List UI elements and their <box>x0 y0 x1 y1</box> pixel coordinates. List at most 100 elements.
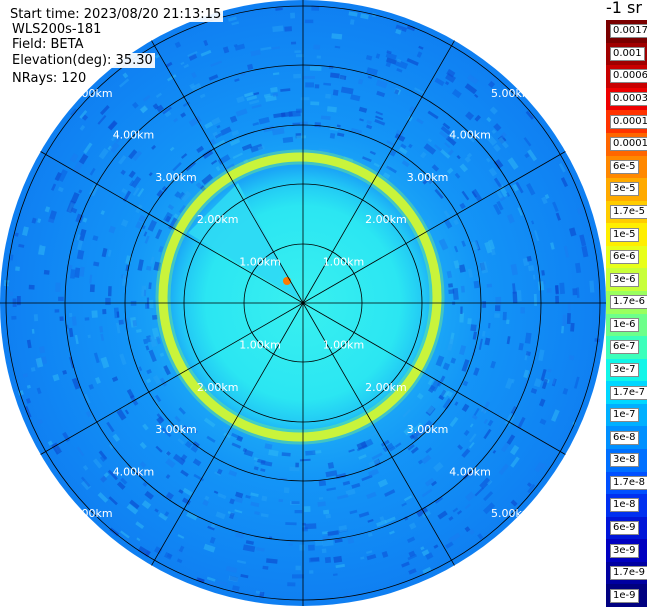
speckle-cell <box>563 245 570 258</box>
speckle-cell <box>281 452 291 457</box>
speckle-cell <box>439 375 446 383</box>
speckle-cell <box>581 245 589 258</box>
speckle-cell <box>282 136 294 144</box>
speckle-cell <box>444 81 450 86</box>
speckle-cell <box>165 458 176 469</box>
speckle-cell <box>270 86 278 93</box>
speckle-cell <box>188 53 198 61</box>
speckle-cell <box>510 263 518 276</box>
colorbar-label: 3e-8 <box>610 453 639 468</box>
speckle-cell <box>527 265 535 272</box>
speckle-cell <box>15 266 20 271</box>
speckle-cell <box>366 553 377 561</box>
speckle-cell <box>470 324 477 332</box>
speckle-cell <box>25 398 31 404</box>
speckle-cell <box>87 334 91 339</box>
speckle-cell <box>448 134 454 139</box>
speckle-cell <box>59 316 64 321</box>
speckle-cell <box>336 132 345 137</box>
speckle-cell <box>433 461 444 473</box>
speckle-cell <box>106 421 115 433</box>
speckle-cell <box>250 492 259 497</box>
speckle-cell <box>36 387 42 395</box>
speckle-cell <box>368 458 380 467</box>
speckle-cell <box>498 136 509 149</box>
speckle-cell <box>68 264 73 270</box>
speckle-cell <box>488 80 496 89</box>
speckle-cell <box>126 503 139 515</box>
speckle-cell <box>464 83 478 95</box>
speckle-cell <box>579 234 587 247</box>
speckle-cell <box>344 593 351 599</box>
speckle-cell <box>141 500 152 510</box>
speckle-cell <box>518 342 524 351</box>
speckle-cell <box>100 333 105 341</box>
speckle-cell <box>62 431 71 442</box>
speckle-cell <box>271 127 285 136</box>
speckle-cell <box>213 139 226 149</box>
speckle-cell <box>525 351 531 357</box>
speckle-cell <box>206 576 216 582</box>
speckle-cell <box>163 552 173 560</box>
speckle-cell <box>70 207 78 214</box>
speckle-cell <box>386 57 397 65</box>
speckle-cell <box>526 183 536 196</box>
speckle-cell <box>178 489 184 494</box>
speckle-cell <box>108 443 115 450</box>
speckle-cell <box>272 72 280 76</box>
speckle-cell <box>567 302 571 313</box>
speckle-cell <box>177 191 186 200</box>
speckle-cell <box>295 462 299 468</box>
speckle-cell <box>322 531 329 535</box>
colorbar: 0.0017 0.001 0.0006 0.0003 0.00017 0.0001 6e-5… <box>606 20 647 607</box>
colorbar-label: 0.0003 <box>610 92 647 106</box>
colorbar-label: 6e-6 <box>610 250 639 265</box>
speckle-cell <box>78 189 83 194</box>
speckle-cell <box>243 158 249 164</box>
speckle-cell <box>318 497 324 500</box>
speckle-cell <box>358 454 367 460</box>
colorbar-label: 0.0001 <box>610 137 647 152</box>
speckle-cell <box>394 442 402 448</box>
speckle-cell <box>576 207 583 215</box>
speckle-cell <box>148 299 154 309</box>
speckle-cell <box>92 458 103 469</box>
speckle-cell <box>434 77 445 87</box>
speckle-cell <box>389 149 397 157</box>
speckle-cell <box>484 241 493 254</box>
speckle-cell <box>295 54 304 58</box>
speckle-cell <box>271 46 281 50</box>
speckle-cell <box>490 247 496 256</box>
speckle-cell <box>152 374 161 385</box>
speckle-cell <box>333 555 343 563</box>
speckle-cell <box>487 419 494 427</box>
speckle-cell <box>264 443 273 450</box>
speckle-cell <box>107 145 113 151</box>
speckle-cell <box>314 122 321 128</box>
speckle-cell <box>493 123 502 132</box>
speckle-cell <box>498 184 509 198</box>
speckle-cell <box>137 259 144 271</box>
speckle-cell <box>367 519 374 523</box>
speckle-cell <box>384 516 396 524</box>
speckle-cell <box>263 125 275 133</box>
range-label: 5.00km <box>71 87 113 100</box>
speckle-cell <box>327 462 335 469</box>
speckle-cell <box>39 346 46 354</box>
speckle-cell <box>425 552 434 560</box>
speckle-cell <box>501 442 510 453</box>
speckle-cell <box>321 548 327 554</box>
speckle-cell <box>420 151 427 159</box>
speckle-cell <box>107 249 112 257</box>
range-label: 2.00km <box>197 381 239 394</box>
speckle-cell <box>445 73 456 83</box>
speckle-cell <box>374 118 386 126</box>
range-label: 2.00km <box>365 213 407 226</box>
speckle-cell <box>72 160 84 174</box>
speckle-cell <box>451 88 462 99</box>
speckle-cell <box>303 76 315 79</box>
speckle-cell <box>81 114 89 121</box>
speckle-cell <box>358 78 364 85</box>
speckle-cell <box>115 134 124 143</box>
speckle-cell <box>54 171 62 182</box>
